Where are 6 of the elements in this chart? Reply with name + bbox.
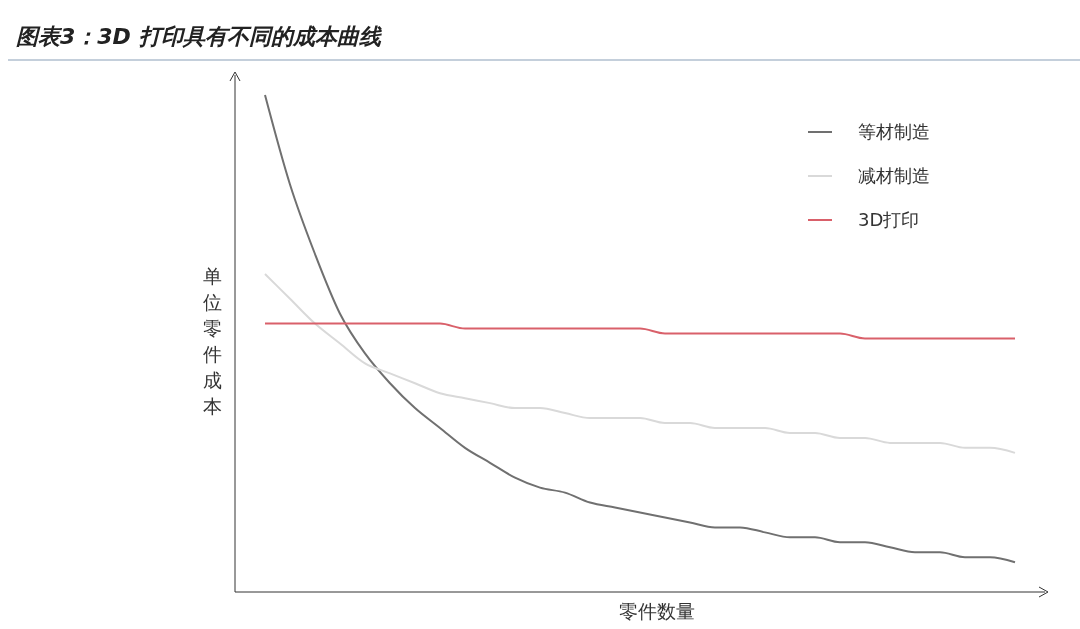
y-axis-title: 单位零件成本 bbox=[202, 265, 222, 417]
legend-label: 减材制造 bbox=[858, 165, 930, 186]
legend-label: 等材制造 bbox=[858, 121, 930, 142]
chart-title: 图表3：3D 打印具有不同的成本曲线 bbox=[16, 24, 382, 49]
legend-label: 3D打印 bbox=[858, 209, 920, 230]
x-axis-title: 零件数量 bbox=[619, 600, 695, 622]
